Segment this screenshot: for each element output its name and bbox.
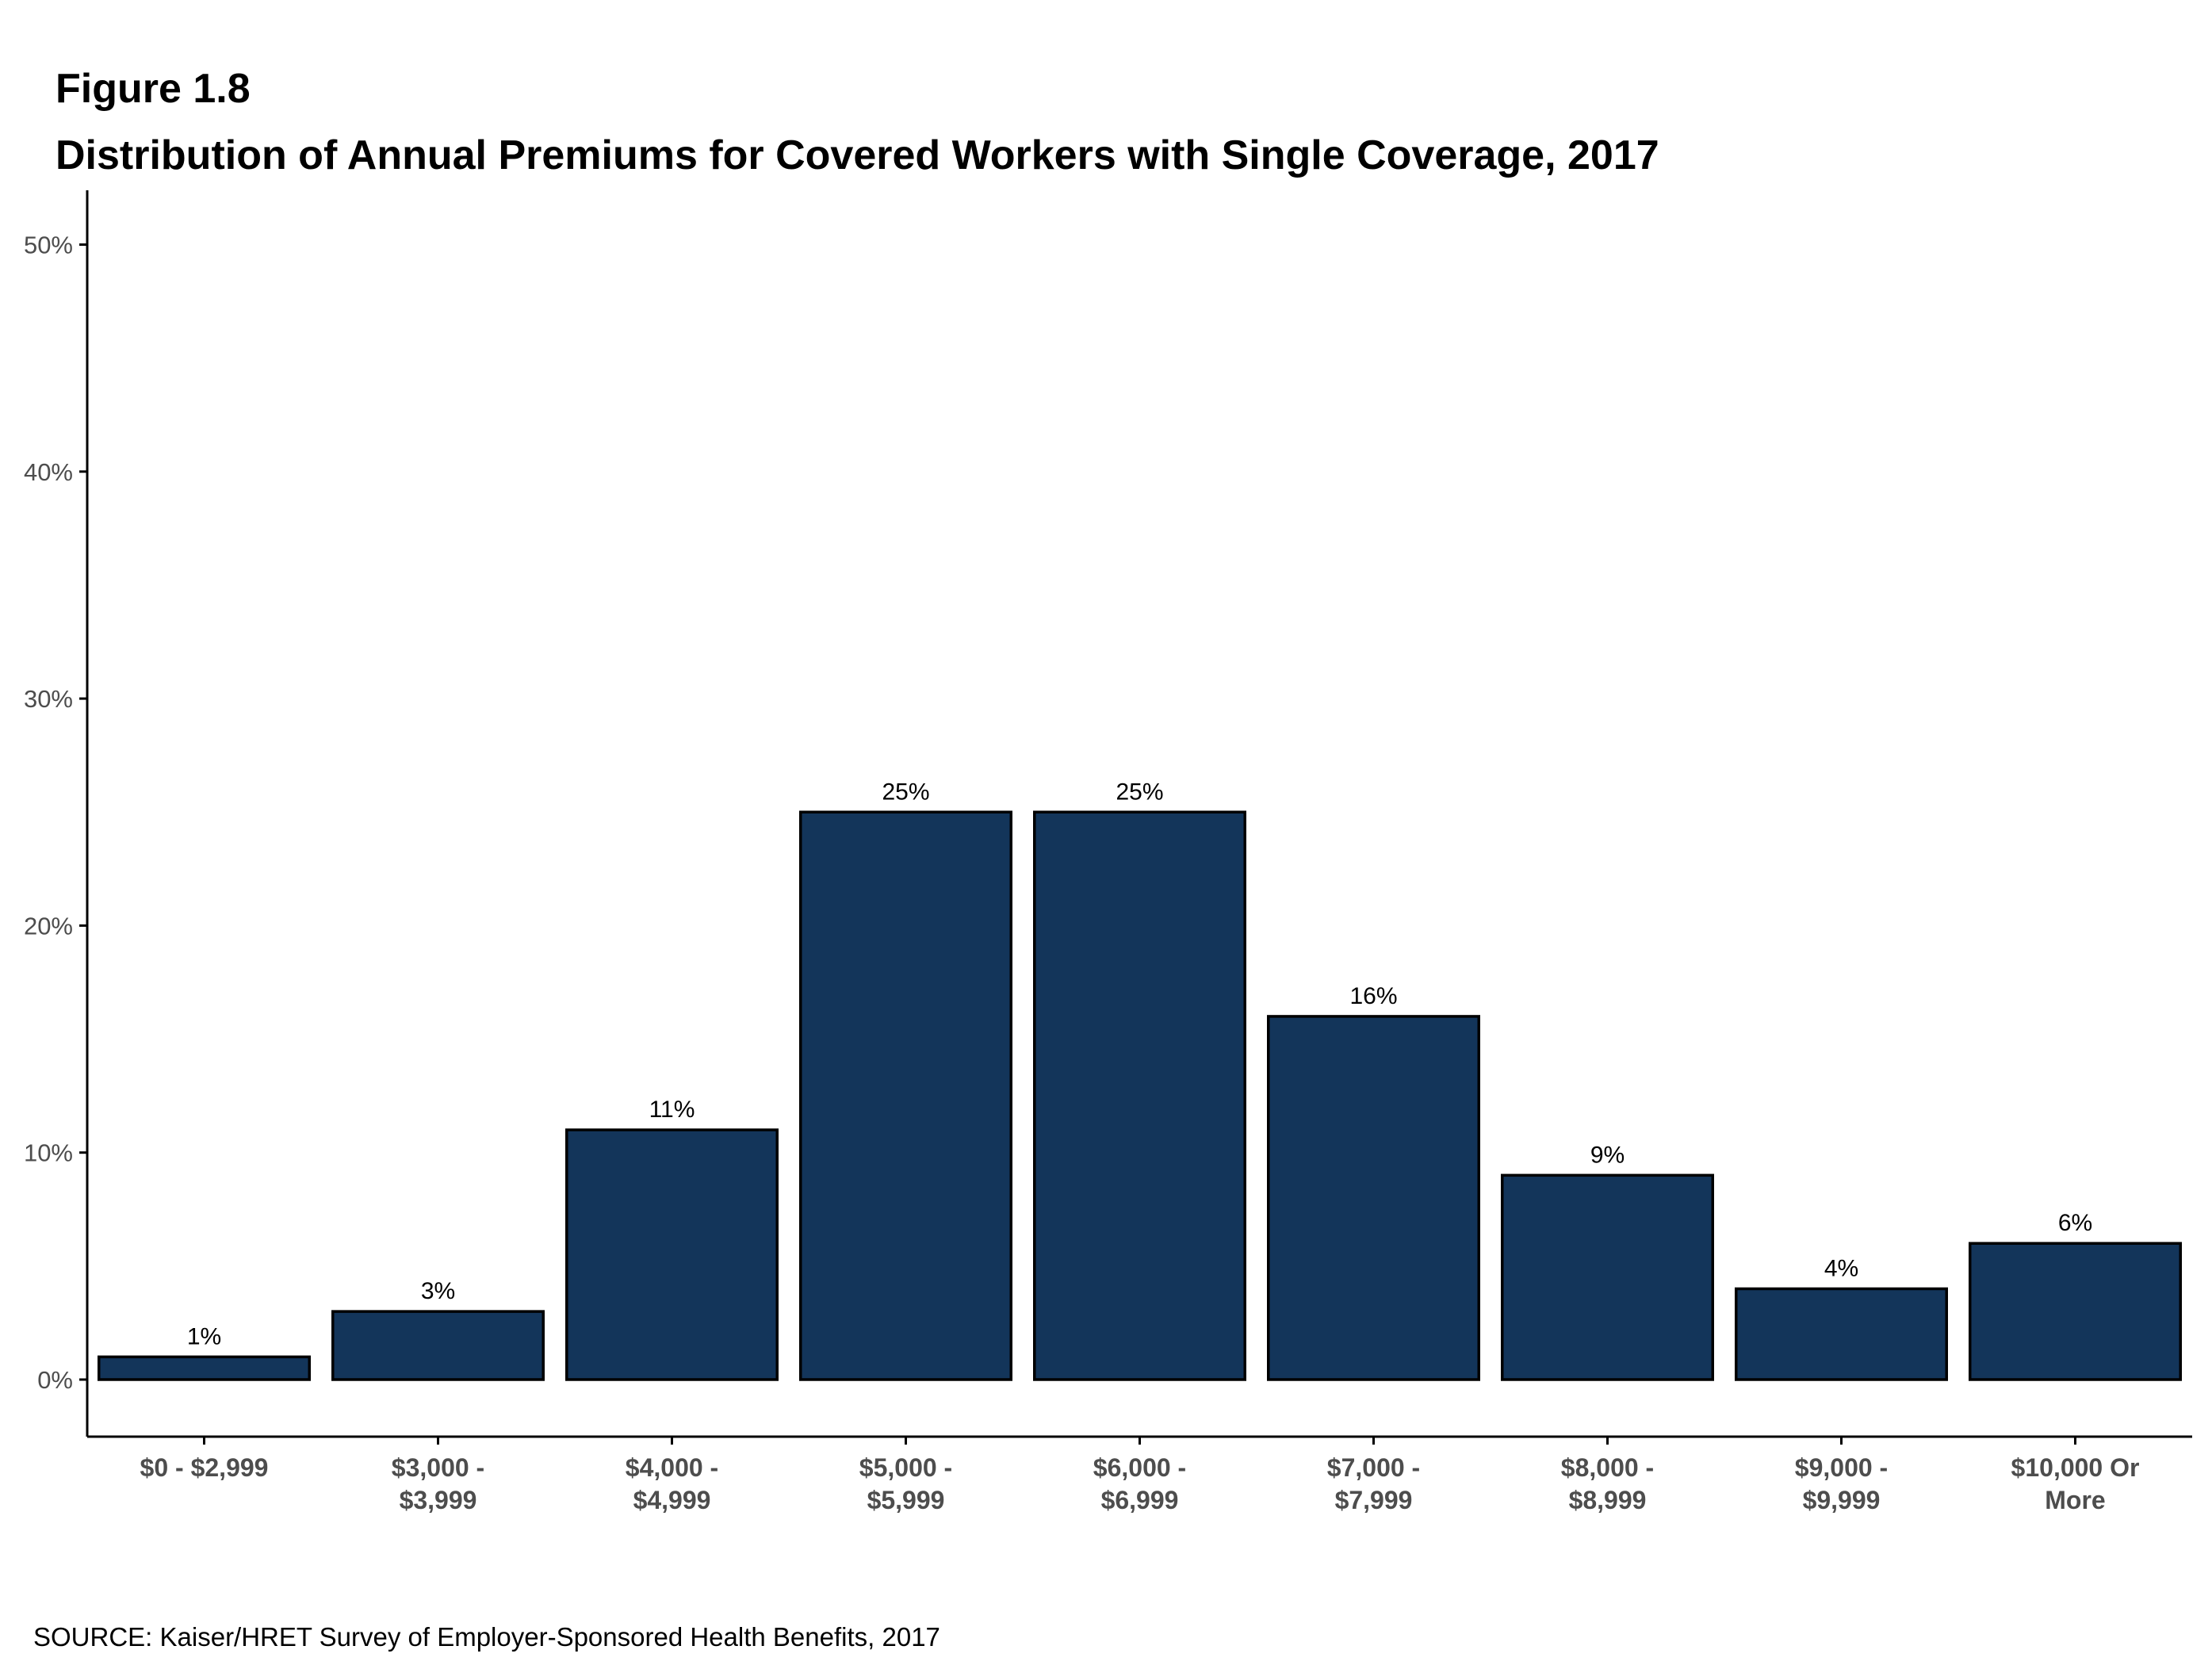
y-tick-label: 20%: [24, 912, 73, 940]
y-axis-ticks: 0% 10% 20% 30% 40% 50%: [24, 232, 87, 1394]
figure-label: Figure 1.8: [55, 66, 251, 112]
bar-data-label: 11%: [649, 1097, 695, 1123]
x-tick-label: $4,000 -$4,999: [626, 1453, 718, 1514]
bar-data-labels: 1% 3% 11% 25% 25% 16% 9% 4% 6%: [187, 779, 2092, 1349]
x-tick-label: $10,000 Or More: [2011, 1453, 2140, 1514]
bar: [799, 810, 1012, 1381]
bar: [1267, 1015, 1480, 1381]
bar: [331, 1310, 545, 1381]
x-tick-label: $6,000 -$6,999: [1093, 1453, 1186, 1514]
x-tick-label: $5,000 -$5,999: [859, 1453, 952, 1514]
bar-chart: 0% 10% 20% 30% 40% 50% 1% 3% 11% 25% 25% 16% 9% 4% 6%…: [24, 190, 2192, 1514]
x-tick-label: $3,000 -$3,999: [392, 1453, 484, 1514]
bar-data-label: 25%: [1116, 779, 1163, 805]
bar: [98, 1355, 311, 1381]
y-tick-label: 10%: [24, 1139, 73, 1167]
x-axis-ticks: $0 - $2,999 $3,000 -$3,999 $4,000 -$4,999 $…: [140, 1437, 2140, 1514]
y-tick-label: 50%: [24, 232, 73, 259]
x-tick-label: $0 - $2,999: [140, 1453, 269, 1482]
bar: [1033, 810, 1246, 1381]
y-tick-label: 40%: [24, 458, 73, 486]
bar: [1735, 1287, 1948, 1381]
source-note: SOURCE: Kaiser/HRET Survey of Employer-S…: [33, 1622, 940, 1652]
bar-data-label: 3%: [421, 1278, 455, 1304]
y-tick-label: 0%: [37, 1366, 73, 1394]
bar-data-label: 6%: [2058, 1210, 2092, 1236]
bars: [98, 810, 2182, 1381]
x-tick-label: $8,000 -$8,999: [1561, 1453, 1654, 1514]
bar-data-label: 1%: [187, 1323, 221, 1349]
bar: [1969, 1242, 2182, 1381]
x-tick-label: $9,000 -$9,999: [1795, 1453, 1888, 1514]
bar-data-label: 4%: [1824, 1255, 1858, 1281]
chart-title: Distribution of Annual Premiums for Cove…: [55, 132, 1659, 178]
bar: [565, 1128, 779, 1381]
bar-data-label: 25%: [882, 779, 929, 805]
bar: [1501, 1173, 1714, 1381]
y-tick-label: 30%: [24, 685, 73, 713]
bar-data-label: 9%: [1590, 1142, 1625, 1168]
bar-data-label: 16%: [1349, 983, 1397, 1009]
x-tick-label: $7,000 -$7,999: [1327, 1453, 1420, 1514]
